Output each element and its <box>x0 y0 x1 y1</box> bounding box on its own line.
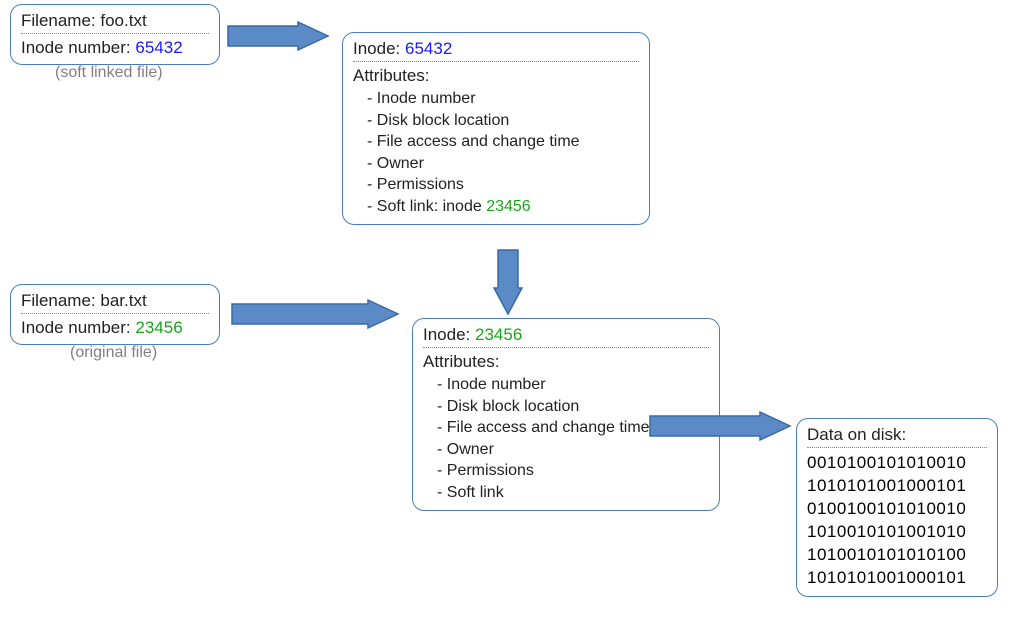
file-bar-filename-row: Filename: bar.txt <box>21 291 209 311</box>
attr-inode-number: Inode number <box>437 374 709 396</box>
divider <box>423 347 709 348</box>
inode-title-value: 23456 <box>475 325 522 344</box>
attributes-heading: Attributes: <box>423 352 709 372</box>
attr-soft-link: Soft link <box>437 482 709 504</box>
file-foo-caption: (soft linked file) <box>55 64 163 82</box>
divider <box>807 447 987 448</box>
divider <box>353 61 639 62</box>
filename-label: Filename: <box>21 291 96 310</box>
filename-label: Filename: <box>21 11 96 30</box>
file-foo-box: Filename: foo.txt Inode number: 65432 <box>10 4 220 65</box>
disk-heading: Data on disk: <box>807 425 987 445</box>
filename-value: bar.txt <box>100 291 146 310</box>
inode-title-label: Inode: <box>423 325 470 344</box>
file-foo-inode-row: Inode number: 65432 <box>21 38 209 58</box>
inode-number-label: Inode number: <box>21 318 131 337</box>
attributes-list: Inode number Disk block location File ac… <box>353 88 639 218</box>
inode-number-value: 65432 <box>135 38 182 57</box>
divider <box>21 313 209 314</box>
arrow-file1-to-inode1 <box>228 22 338 52</box>
data-line: 1010010101001010 <box>807 521 987 544</box>
attr-access-time: File access and change time <box>367 131 639 153</box>
inode-number-value: 23456 <box>135 318 182 337</box>
soft-link-prefix: Soft link: inode <box>377 198 486 215</box>
file-bar-box: Filename: bar.txt Inode number: 23456 <box>10 284 220 345</box>
attr-permissions: Permissions <box>437 460 709 482</box>
attr-permissions: Permissions <box>367 174 639 196</box>
attr-soft-link: Soft link: inode 23456 <box>367 196 639 218</box>
file-bar-inode-row: Inode number: 23456 <box>21 318 209 338</box>
data-line: 1010101001000101 <box>807 475 987 498</box>
divider <box>21 33 209 34</box>
soft-link-target: 23456 <box>486 198 531 215</box>
file-foo-filename-row: Filename: foo.txt <box>21 11 209 31</box>
arrow-file2-to-inode2 <box>232 300 408 330</box>
filename-value: foo.txt <box>100 11 146 30</box>
arrow-inode1-to-inode2 <box>494 250 524 322</box>
inode-65432-box: Inode: 65432 Attributes: Inode number Di… <box>342 32 650 225</box>
attr-owner: Owner <box>437 439 709 461</box>
file-bar-caption: (original file) <box>70 344 157 362</box>
attributes-heading: Attributes: <box>353 66 639 86</box>
inode-title-row: Inode: 23456 <box>423 325 709 345</box>
arrow-inode2-to-disk <box>650 412 800 442</box>
disk-data-lines: 0010100101010010 1010101001000101 010010… <box>807 452 987 590</box>
inode-title-label: Inode: <box>353 39 400 58</box>
inode-title-row: Inode: 65432 <box>353 39 639 59</box>
data-line: 1010010101010100 <box>807 544 987 567</box>
data-line: 1010101001000101 <box>807 567 987 590</box>
disk-data-box: Data on disk: 0010100101010010 101010100… <box>796 418 998 597</box>
attr-disk-block: Disk block location <box>367 110 639 132</box>
data-line: 0010100101010010 <box>807 452 987 475</box>
attr-inode-number: Inode number <box>367 88 639 110</box>
data-line: 0100100101010010 <box>807 498 987 521</box>
attr-owner: Owner <box>367 153 639 175</box>
inode-number-label: Inode number: <box>21 38 131 57</box>
inode-title-value: 65432 <box>405 39 452 58</box>
